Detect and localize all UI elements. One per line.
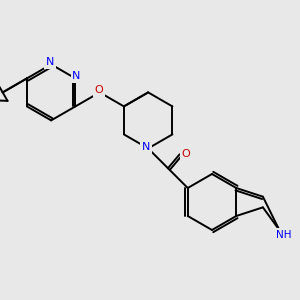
Text: NH: NH — [276, 230, 291, 240]
Text: N: N — [142, 142, 150, 152]
Text: O: O — [94, 85, 103, 95]
Text: O: O — [181, 149, 190, 159]
Text: N: N — [46, 57, 54, 68]
Text: N: N — [72, 71, 81, 81]
